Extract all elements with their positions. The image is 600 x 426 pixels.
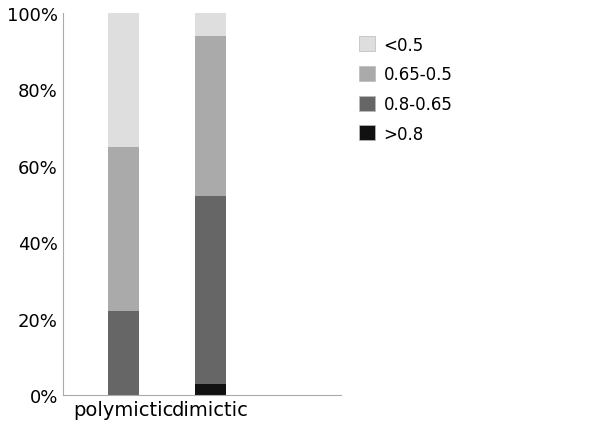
- Legend: <0.5, 0.65-0.5, 0.8-0.65, >0.8: <0.5, 0.65-0.5, 0.8-0.65, >0.8: [352, 30, 459, 150]
- Bar: [109, 311, 139, 395]
- Bar: [196, 384, 226, 395]
- Bar: [196, 37, 226, 197]
- Bar: [196, 197, 226, 384]
- Bar: [109, 147, 139, 311]
- Bar: [196, 14, 226, 37]
- Bar: [109, 14, 139, 147]
